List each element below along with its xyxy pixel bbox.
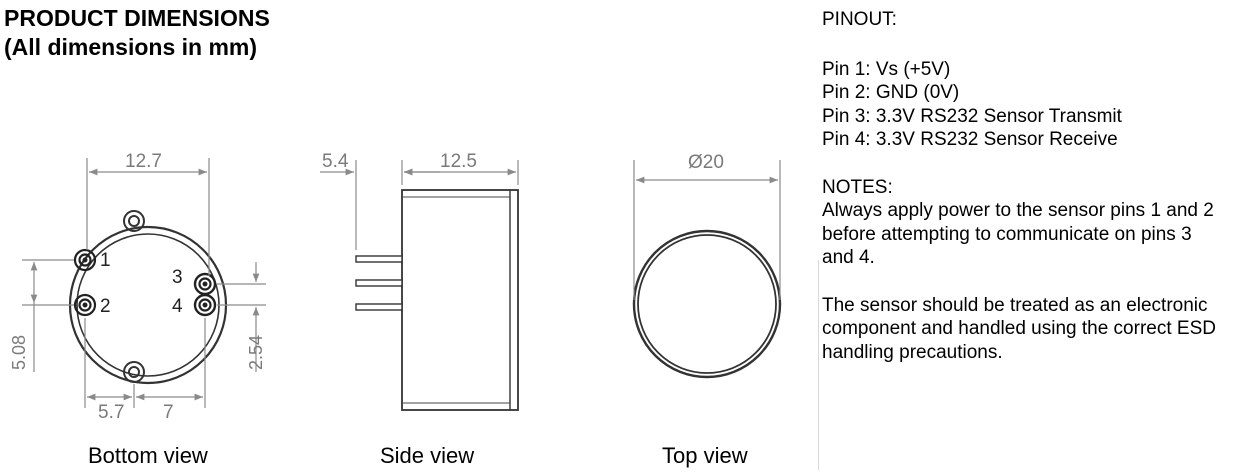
pin-label-1: 1: [100, 250, 111, 271]
dim-label-7: 7: [163, 402, 174, 423]
caption-bottom-view: Bottom view: [88, 443, 208, 468]
dim-top: [633, 160, 781, 300]
pin-3-pad: [193, 272, 217, 296]
note-esd-handling: The sensor should be treated as an elect…: [822, 294, 1216, 363]
dim-label-diameter-20: Ø20: [688, 152, 724, 173]
dim-label-5-4: 5.4: [322, 151, 349, 172]
dim-bottom-right: [217, 262, 266, 372]
info-panel: PINOUT: Pin 1: Vs (+5V) Pin 2: GND (0V) …: [822, 8, 1242, 364]
pin-3-description: Pin 3: 3.3V RS232 Sensor Transmit: [822, 105, 1122, 127]
side-view: 5.4 12.5 Side view: [320, 151, 519, 468]
pin-label-3: 3: [172, 267, 183, 288]
notes-heading: NOTES:: [822, 176, 893, 198]
divider-line: [818, 260, 819, 470]
dim-side: [320, 160, 519, 250]
dim-bottom-left: [22, 259, 74, 372]
dim-bottom-horizontal: [84, 318, 206, 408]
bottom-view: 1 2 3 4 12.7 5.08 2.54: [9, 151, 266, 468]
note-power-sequence: Always apply power to the sensor pins 1 …: [822, 200, 1214, 268]
mount-hole-top: [123, 210, 145, 232]
pinout-heading: PINOUT:: [822, 9, 897, 30]
pin-label-2: 2: [100, 296, 111, 317]
dim-label-2-54: 2.54: [246, 335, 266, 370]
side-pins: [355, 255, 403, 311]
dim-label-12-7: 12.7: [125, 151, 162, 172]
caption-side-view: Side view: [380, 443, 474, 468]
pin-2-description: Pin 2: GND (0V): [822, 82, 960, 103]
pin-4-description: Pin 4: 3.3V RS232 Sensor Receive: [822, 129, 1118, 150]
title-line-2: (All dimensions in mm): [4, 34, 258, 60]
bottom-inner-ring: [76, 233, 220, 377]
dim-label-5-7: 5.7: [98, 402, 124, 423]
pin-4-pad: [193, 293, 217, 317]
top-view: Ø20 Top view: [632, 152, 782, 468]
dim-bottom-width: [86, 158, 210, 276]
top-outer-circle: [632, 229, 782, 379]
pin-1-pad: [73, 248, 97, 272]
top-inner-circle: [637, 234, 777, 374]
pin-label-4: 4: [172, 296, 183, 317]
mount-hole-bottom: [123, 361, 145, 383]
dim-label-12-5: 12.5: [440, 151, 477, 172]
page-title: PRODUCT DIMENSIONS (All dimensions in mm…: [4, 4, 270, 62]
side-body: [401, 189, 519, 411]
caption-top-view: Top view: [662, 443, 748, 468]
dim-label-5-08: 5.08: [9, 335, 29, 370]
pin-1-description: Pin 1: Vs (+5V): [822, 58, 951, 80]
title-line-1: PRODUCT DIMENSIONS: [4, 5, 270, 31]
pin-2-pad: [73, 293, 97, 317]
